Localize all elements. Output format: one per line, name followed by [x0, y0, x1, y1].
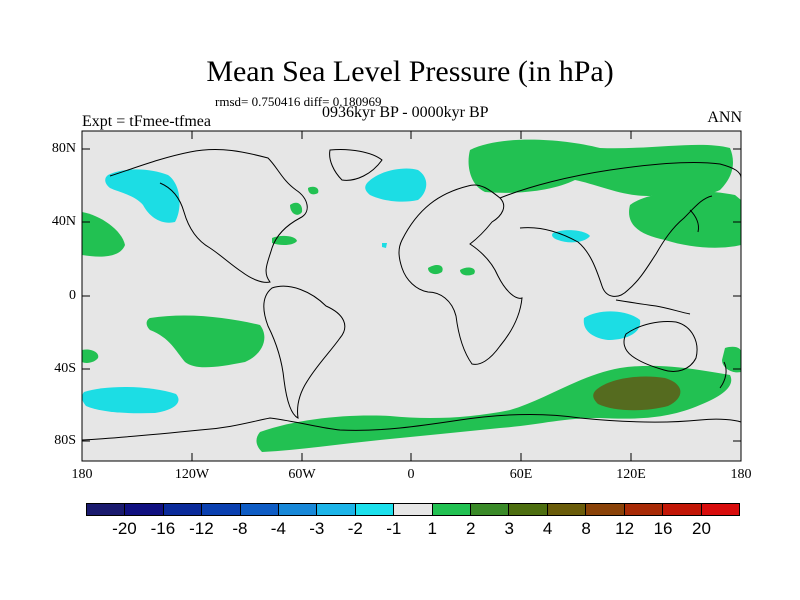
negative-anomaly-regions	[81, 168, 641, 414]
x-tick-label: 120E	[616, 467, 646, 482]
colorbar-label: 3	[504, 519, 514, 538]
anomaly-southern-ocean-strong	[593, 376, 681, 411]
coast-south-america	[263, 285, 346, 419]
x-tick-label: 180	[71, 467, 93, 482]
anomaly-east-asia	[629, 191, 741, 248]
coast-asia	[499, 161, 742, 297]
colorbar	[86, 503, 740, 516]
colorbar-box	[586, 504, 625, 515]
colorbar-label: -16	[150, 519, 176, 538]
anomaly-canada-coast	[290, 202, 303, 215]
colorbar-label: -4	[270, 519, 286, 538]
x-tick-label: 180	[730, 467, 752, 482]
x-tick-label: 0	[407, 467, 415, 482]
axis-ticks	[82, 131, 741, 461]
y-tick-label: 0	[69, 288, 76, 303]
colorbar-box	[547, 504, 587, 515]
colorbar-box	[355, 504, 395, 515]
colorbar-label: 16	[653, 519, 673, 538]
y-tick-label: 40N	[51, 214, 76, 229]
colorbar-label: 20	[692, 519, 711, 538]
anomaly-north-atlantic-europe	[468, 139, 733, 197]
colorbar-box	[125, 504, 164, 515]
anomaly-north-atlantic	[365, 168, 427, 202]
season-label: ANN	[707, 109, 742, 126]
colorbar-label: 4	[542, 519, 553, 538]
colorbar-box	[432, 504, 472, 515]
coast-new-zealand	[719, 361, 727, 389]
colorbar-box	[163, 504, 203, 515]
x-tick-label: 120W	[174, 467, 210, 482]
anomaly-caribbean-dot	[382, 243, 387, 248]
colorbar-box	[394, 504, 433, 515]
anomaly-indian-ocean	[583, 311, 641, 340]
colorbar-box	[624, 504, 664, 515]
coast-greenland	[329, 149, 383, 181]
anomaly-atlantic-blob	[272, 235, 297, 246]
colorbar-label: 12	[615, 519, 635, 538]
y-tick-label: 80S	[54, 433, 76, 448]
anomaly-sahara-patches	[428, 265, 475, 276]
coast-antarctica	[81, 413, 742, 441]
experiment-label: Expt = tFmee-tfmea	[82, 113, 211, 130]
period-label: 0936kyr BP - 0000kyr BP	[322, 104, 489, 121]
colorbar-box	[471, 504, 510, 515]
anomaly-north-pacific-east	[105, 169, 180, 223]
colorbar-label: 8	[581, 519, 591, 538]
anomaly-central-asia	[552, 230, 590, 243]
colorbar-box	[663, 504, 702, 515]
colorbar-label: -2	[347, 519, 363, 538]
coast-north-america	[109, 149, 308, 283]
colorbar-box	[509, 504, 548, 515]
colorbar-box	[202, 504, 241, 515]
coast-europe-africa	[398, 184, 523, 365]
chart-title: Mean Sea Level Pressure (in hPa)	[206, 55, 614, 88]
colorbar-box	[240, 504, 280, 515]
anomaly-south-pacific-west	[81, 386, 179, 414]
x-tick-label: 60W	[288, 467, 316, 482]
coast-japan	[689, 209, 699, 233]
colorbar-box	[87, 504, 126, 515]
anomaly-north-atlantic-small	[308, 186, 319, 195]
colorbar-label: -3	[309, 519, 325, 538]
colorbar-label: -1	[386, 519, 402, 538]
coastlines	[81, 149, 742, 441]
colorbar-label: 2	[465, 519, 476, 538]
colorbar-label: -8	[232, 519, 248, 538]
colorbar-box	[317, 504, 356, 515]
colorbar-labels: -20 -16 -12 -8 -4 -3 -2 -1 1 2 3 4 8 12 16 20	[0, 519, 800, 539]
colorbar-label: -12	[189, 519, 214, 538]
y-tick-label: 80N	[51, 141, 76, 156]
anomaly-north-pacific-west	[82, 212, 125, 257]
rmsd-diff-stats: rmsd= 0.750416 diff= 0.180969	[215, 94, 382, 109]
colorbar-label: 1	[427, 519, 437, 538]
colorbar-box	[279, 504, 318, 515]
colorbar-label: -20	[112, 519, 137, 538]
colorbar-box	[701, 504, 739, 515]
coast-australia	[623, 321, 698, 372]
y-tick-label: 40S	[54, 361, 76, 376]
anomaly-south-pacific	[146, 315, 265, 368]
coast-maritime	[615, 299, 691, 315]
anomaly-south-indian-edge	[722, 346, 741, 373]
x-tick-label: 60E	[509, 467, 533, 482]
anomaly-south-atlantic	[82, 349, 99, 363]
